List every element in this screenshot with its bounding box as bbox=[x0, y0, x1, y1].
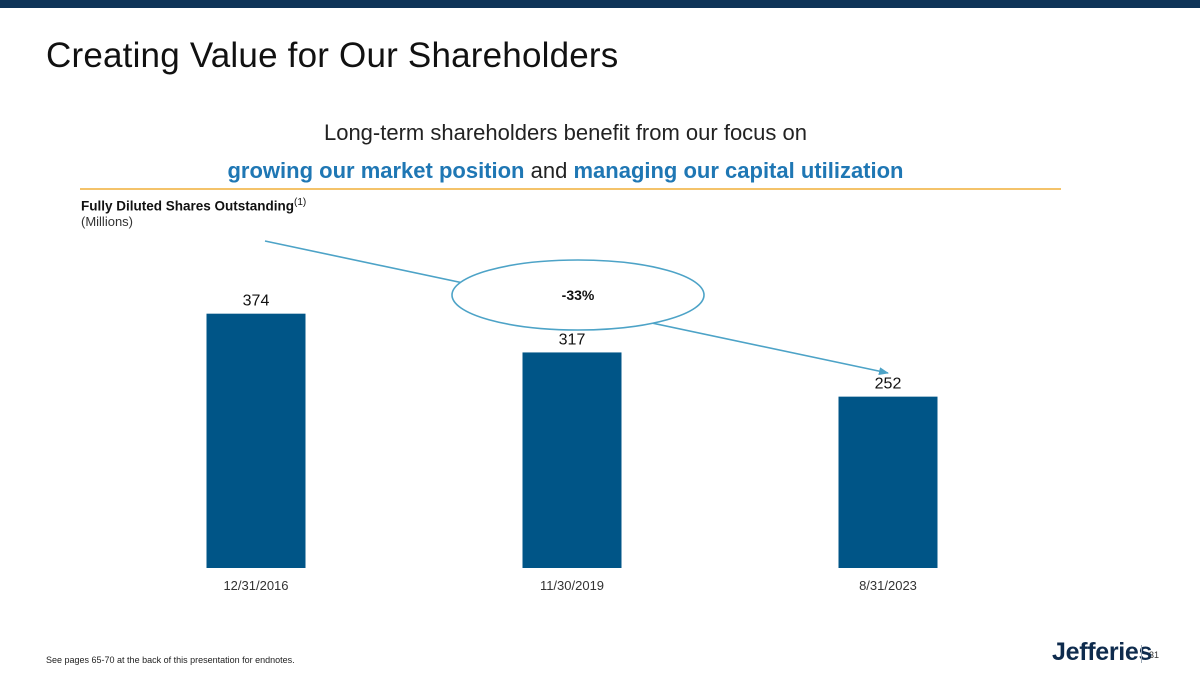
bar-8-31-2023 bbox=[838, 396, 938, 568]
subtitle-highlight-capital-utilization: managing our capital utilization bbox=[573, 158, 904, 183]
logo-separator bbox=[1141, 645, 1142, 663]
subtitle-and: and bbox=[530, 158, 568, 183]
chart-unit-label: (Millions) bbox=[81, 214, 133, 229]
category-label: 8/31/2023 bbox=[859, 578, 917, 593]
divider-rule bbox=[80, 188, 1061, 190]
category-label: 11/30/2019 bbox=[540, 578, 604, 593]
annotation-text: -33% bbox=[562, 287, 595, 303]
jefferies-logo: Jefferies bbox=[1052, 638, 1153, 666]
page-number: 31 bbox=[1149, 650, 1160, 660]
bar-value-label: 317 bbox=[559, 331, 586, 348]
category-label: 12/31/2016 bbox=[223, 578, 288, 593]
top-accent-bar bbox=[0, 0, 1200, 8]
chart-title: Fully Diluted Shares Outstanding(1) bbox=[81, 197, 306, 214]
bar-value-label: 252 bbox=[875, 376, 902, 393]
bar-11-30-2019 bbox=[522, 352, 622, 568]
chart-title-footnote-ref: (1) bbox=[294, 197, 307, 208]
page-title: Creating Value for Our Shareholders bbox=[46, 36, 619, 75]
subtitle-highlight-market-position: growing our market position bbox=[227, 158, 525, 183]
subtitle-line-1: Long-term shareholders benefit from our … bbox=[323, 120, 808, 145]
annotation-ellipse bbox=[451, 259, 705, 331]
chart-title-text: Fully Diluted Shares Outstanding bbox=[81, 198, 295, 214]
subtitle-line-2: growing our market position and managing… bbox=[0, 158, 1131, 184]
bar-value-label: 374 bbox=[243, 293, 270, 310]
endnotes-reference: See pages 65-70 at the back of this pres… bbox=[46, 655, 295, 665]
bar-12-31-2016 bbox=[206, 313, 306, 568]
